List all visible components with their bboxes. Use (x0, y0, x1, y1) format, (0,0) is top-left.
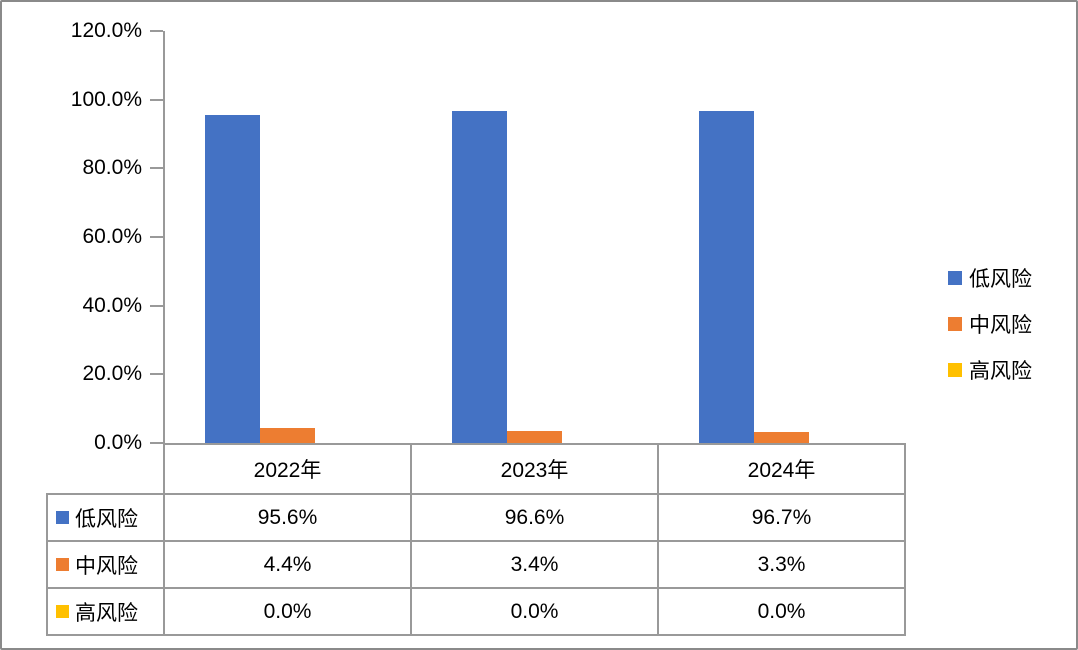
table-value-cell: 96.6% (504, 505, 565, 529)
table-value-cell: 0.0% (757, 599, 806, 623)
bar (507, 431, 562, 443)
table-row-label: 高风险 (48, 589, 163, 634)
table-label-column-border (46, 493, 48, 636)
table-row-border (46, 540, 906, 542)
table-header-cell: 2024年 (747, 459, 816, 482)
legend-item: 低风险 (948, 264, 1032, 292)
y-axis-tick (150, 236, 163, 238)
table-header-cell: 2022年 (253, 459, 322, 482)
y-axis-tick-label: 100.0% (70, 87, 142, 111)
table-row-border (46, 587, 906, 589)
legend-item: 中风险 (948, 310, 1032, 338)
x-axis-line (163, 443, 906, 445)
y-axis-tick (150, 167, 163, 170)
table-row-label: 中风险 (48, 542, 163, 587)
table-value-cell: 0.0% (263, 599, 312, 623)
y-axis-tick-label: 40.0% (82, 293, 142, 317)
bar (260, 428, 315, 443)
legend-item: 高风险 (948, 356, 1032, 384)
table-value-cell: 95.6% (257, 505, 318, 529)
y-axis-tick (150, 373, 163, 376)
y-axis-tick-label: 120.0% (70, 19, 142, 42)
table-header-cell: 2023年 (500, 459, 569, 482)
y-axis-tick (150, 98, 163, 101)
legend-item-label: 高风险 (969, 360, 1032, 383)
table-row-label-text: 低风险 (75, 507, 138, 531)
table-legend-key-icon (56, 605, 69, 618)
table-column-border (410, 443, 412, 636)
table-value-cell: 3.4% (510, 552, 559, 576)
table-value-cell: 4.4% (263, 552, 312, 576)
table-value-cell: 0.0% (510, 599, 559, 623)
y-axis-tick (150, 304, 163, 307)
table-row-label-text: 高风险 (75, 601, 138, 625)
legend-key-icon (948, 271, 962, 285)
y-axis-tick-label: 80.0% (82, 156, 142, 180)
table-legend-key-icon (56, 511, 69, 524)
y-axis-tick-label: 60.0% (82, 225, 142, 248)
bar (452, 111, 507, 443)
legend-item-label: 低风险 (969, 268, 1032, 291)
bar (754, 432, 809, 443)
table-column-border (904, 443, 906, 636)
legend-key-icon (948, 363, 962, 377)
bar (699, 111, 754, 443)
plot-area (164, 31, 905, 443)
y-axis-line (163, 31, 165, 636)
table-legend-key-icon (56, 558, 69, 571)
bar (205, 115, 260, 443)
table-value-cell: 96.7% (751, 505, 812, 529)
y-axis-tick-label: 0.0% (94, 431, 142, 454)
y-axis-tick (150, 442, 163, 444)
y-axis-tick (150, 30, 163, 32)
legend-key-icon (948, 317, 962, 331)
y-axis-tick-label: 20.0% (82, 362, 142, 386)
table-row-label: 低风险 (48, 495, 163, 540)
table-row-label-text: 中风险 (75, 554, 138, 578)
table-column-border (657, 443, 659, 636)
table-value-cell: 3.3% (757, 552, 806, 576)
legend-item-label: 中风险 (969, 314, 1032, 337)
table-bottom-border (46, 634, 906, 636)
table-row-border (46, 493, 906, 495)
